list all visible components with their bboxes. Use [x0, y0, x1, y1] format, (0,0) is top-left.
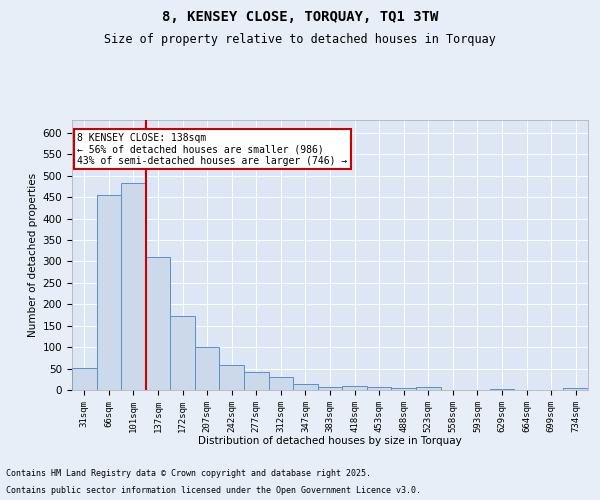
Bar — [416, 386, 440, 390]
Bar — [318, 386, 342, 390]
Bar — [121, 184, 146, 390]
Bar — [342, 386, 367, 390]
Bar — [293, 384, 318, 390]
X-axis label: Distribution of detached houses by size in Torquay: Distribution of detached houses by size … — [198, 436, 462, 446]
Text: Contains public sector information licensed under the Open Government Licence v3: Contains public sector information licen… — [6, 486, 421, 495]
Bar — [269, 377, 293, 390]
Text: Contains HM Land Registry data © Crown copyright and database right 2025.: Contains HM Land Registry data © Crown c… — [6, 468, 371, 477]
Text: 8, KENSEY CLOSE, TORQUAY, TQ1 3TW: 8, KENSEY CLOSE, TORQUAY, TQ1 3TW — [162, 10, 438, 24]
Bar — [244, 372, 269, 390]
Bar — [391, 388, 416, 390]
Y-axis label: Number of detached properties: Number of detached properties — [28, 173, 38, 337]
Bar — [220, 365, 244, 390]
Bar — [195, 347, 220, 390]
Bar — [146, 256, 170, 390]
Bar — [490, 388, 514, 390]
Bar — [563, 388, 588, 390]
Bar — [170, 316, 195, 390]
Bar — [367, 386, 391, 390]
Bar — [72, 368, 97, 390]
Text: 8 KENSEY CLOSE: 138sqm
← 56% of detached houses are smaller (986)
43% of semi-de: 8 KENSEY CLOSE: 138sqm ← 56% of detached… — [77, 133, 347, 166]
Bar — [97, 195, 121, 390]
Text: Size of property relative to detached houses in Torquay: Size of property relative to detached ho… — [104, 32, 496, 46]
